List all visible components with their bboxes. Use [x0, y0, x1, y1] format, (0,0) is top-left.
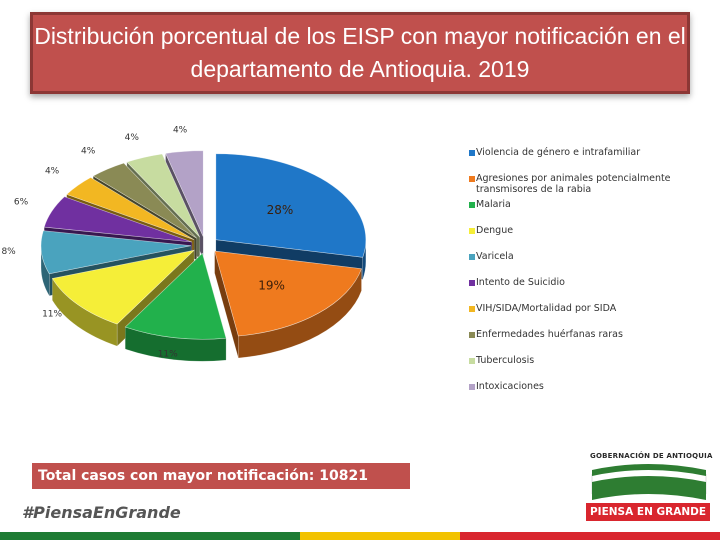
pie-slice-6: [66, 177, 195, 240]
pie-slice-3: [51, 249, 196, 325]
legend-swatch-0: [469, 150, 475, 156]
legend-swatch-2: [469, 202, 475, 208]
title-banner: Distribución porcentual de los EISP con …: [30, 12, 690, 94]
legend-swatch-8: [469, 358, 475, 364]
legend-item-2: Malaria: [469, 199, 714, 211]
legend-label-8: Tuberculosis: [476, 355, 535, 366]
gobernacion-logo: GOBERNACIÓN DE ANTIOQUIA PIENSA EN GRAND…: [582, 446, 712, 524]
legend-item-7: Enfermedades huérfanas raras: [469, 329, 714, 341]
pie-data-label-9: 4%: [173, 126, 188, 136]
pie-data-label-0: 28%: [267, 203, 294, 217]
legend-label-9: Intoxicaciones: [476, 381, 544, 392]
legend-item-8: Tuberculosis: [469, 355, 714, 367]
page-title: Distribución porcentual de los EISP con …: [34, 22, 686, 82]
pie-slice-9: [165, 150, 204, 237]
pie-data-label-8: 4%: [125, 133, 140, 143]
pie-slice-5: [43, 196, 193, 243]
logo-slogan: PIENSA EN GRANDE: [586, 503, 710, 521]
legend-swatch-9: [469, 384, 475, 390]
pie-data-label-3: 11%: [42, 310, 62, 320]
legend-item-5: Intento de Suicidio: [469, 277, 714, 289]
legend-label-7: Enfermedades huérfanas raras: [476, 329, 623, 340]
pie-data-label-7: 4%: [81, 147, 96, 157]
legend-label-1: Agresiones por animales potencialmente t…: [476, 173, 671, 195]
legend-label-3: Dengue: [476, 225, 514, 236]
legend-item-9: Intoxicaciones: [469, 381, 714, 393]
flag-icon: [591, 464, 707, 500]
hashtag-text: #PiensaEnGrande: [22, 503, 181, 522]
legend-swatch-5: [469, 280, 475, 286]
pie-slice-7: [92, 162, 197, 239]
legend-item-6: VIH/SIDA/Mortalidad por SIDA: [469, 303, 714, 315]
legend-swatch-7: [469, 332, 475, 338]
legend-item-4: Varicela: [469, 251, 714, 263]
pie-data-label-6: 4%: [45, 167, 60, 177]
pie-chart: 28% 19% 11% 11% 8% 6% 4% 4% 4% 4%: [1, 126, 367, 362]
legend-label-6: VIH/SIDA/Mortalidad por SIDA: [476, 303, 617, 314]
total-cases-box: Total casos con mayor notificación: 1082…: [32, 463, 410, 489]
legend-item-1: Agresiones por animales potencialmente t…: [469, 173, 714, 196]
pie-data-label-1: 19%: [258, 278, 285, 292]
bottom-color-stripe: [0, 532, 720, 540]
pie-slice-2: [124, 252, 227, 340]
pie-slice-4: [40, 230, 192, 275]
pie-slice-1: [214, 250, 362, 337]
pie-data-label-4: 8%: [1, 247, 16, 257]
pie-slice-0: [215, 153, 367, 258]
legend-swatch-1: [469, 176, 475, 182]
legend-swatch-4: [469, 254, 475, 260]
legend-item-3: Dengue: [469, 225, 714, 237]
pie-data-label-5: 6%: [14, 198, 29, 208]
legend-label-2: Malaria: [476, 199, 511, 210]
legend-item-0: Violencia de género e intrafamiliar: [469, 147, 714, 159]
legend-swatch-6: [469, 306, 475, 312]
logo-name: GOBERNACIÓN DE ANTIOQUIA: [590, 452, 713, 460]
legend-label-0: Violencia de género e intrafamiliar: [476, 147, 641, 158]
total-cases-label: Total casos con mayor notificación: 1082…: [38, 468, 368, 484]
legend-label-4: Varicela: [476, 251, 514, 262]
legend-label-5: Intento de Suicidio: [476, 277, 565, 288]
legend-swatch-3: [469, 228, 475, 234]
pie-data-label-2: 11%: [158, 349, 178, 359]
pie-slice-8: [126, 153, 201, 238]
